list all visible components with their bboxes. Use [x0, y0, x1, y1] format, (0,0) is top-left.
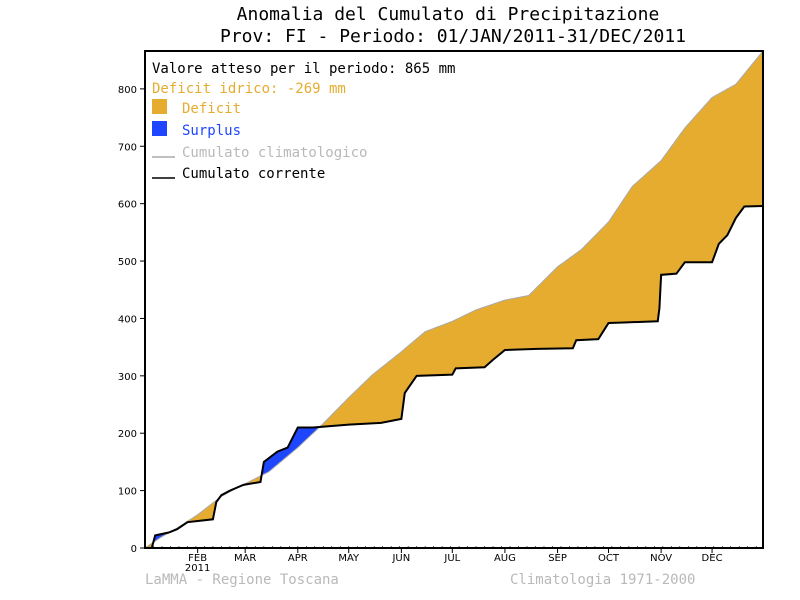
- x-tick-label-oct: OCT: [598, 553, 620, 564]
- chart-marks: [144, 50, 764, 549]
- current-series-line: [145, 204, 764, 549]
- x-tick-label-feb: FEB: [188, 553, 207, 564]
- y-tick-label-600: 600: [118, 200, 137, 211]
- climatological-series-line: [144, 50, 764, 549]
- deficit-area-3: [319, 51, 763, 427]
- chart-title: Anomalia del Cumulato di Precipitazione: [237, 4, 660, 25]
- y-tick-label-0: 0: [131, 544, 137, 555]
- x-tick-label-may: MAY: [338, 553, 360, 564]
- axes: 0 100 200 300 400 500 600 700 800 FEB MAR APR MAY JUN…: [118, 85, 757, 574]
- x-tick-label-apr: APR: [288, 553, 308, 564]
- y-tick-label-200: 200: [118, 429, 137, 440]
- y-tick-label-100: 100: [118, 487, 137, 498]
- y-tick-label-300: 300: [118, 372, 137, 383]
- x-year-label: 2011: [185, 563, 210, 574]
- y-tick-label-800: 800: [118, 85, 137, 96]
- deficit-area-1: [170, 497, 220, 532]
- legend-current-label: Cumulato corrente: [182, 166, 325, 182]
- surplus-swatch: [152, 121, 167, 136]
- legend: Valore atteso per il periodo: 865 mm Def…: [152, 61, 455, 182]
- chart-subtitle: Prov: FI - Periodo: 01/JAN/2011-31/DEC/2…: [220, 26, 686, 47]
- footer-climatology: Climatologia 1971-2000: [510, 572, 695, 588]
- surplus-area-0: [153, 531, 171, 543]
- deficit-value-text: Deficit idrico: -269 mm: [152, 81, 346, 97]
- surplus-area-2: [262, 426, 320, 476]
- y-tick-label-700: 700: [118, 142, 137, 153]
- deficit-swatch: [152, 99, 167, 114]
- legend-climatological-label: Cumulato climatologico: [182, 145, 367, 161]
- footer-source: LaMMA - Regione Toscana: [145, 572, 339, 588]
- x-tick-label-mar: MAR: [234, 553, 256, 564]
- x-tick-label-jun: JUN: [391, 553, 410, 564]
- x-tick-label-sep: SEP: [548, 553, 567, 564]
- y-tick-label-500: 500: [118, 257, 137, 268]
- x-tick-label-nov: NOV: [650, 553, 672, 564]
- x-tick-label-jul: JUL: [443, 553, 460, 564]
- x-tick-label-aug: AUG: [494, 553, 516, 564]
- y-tick-label-400: 400: [118, 314, 137, 325]
- legend-surplus-label: Surplus: [182, 123, 241, 139]
- legend-deficit-label: Deficit: [182, 101, 241, 117]
- x-tick-label-dec: DEC: [702, 553, 723, 564]
- plot-frame: [144, 50, 764, 549]
- expected-value-text: Valore atteso per il periodo: 865 mm: [152, 61, 455, 77]
